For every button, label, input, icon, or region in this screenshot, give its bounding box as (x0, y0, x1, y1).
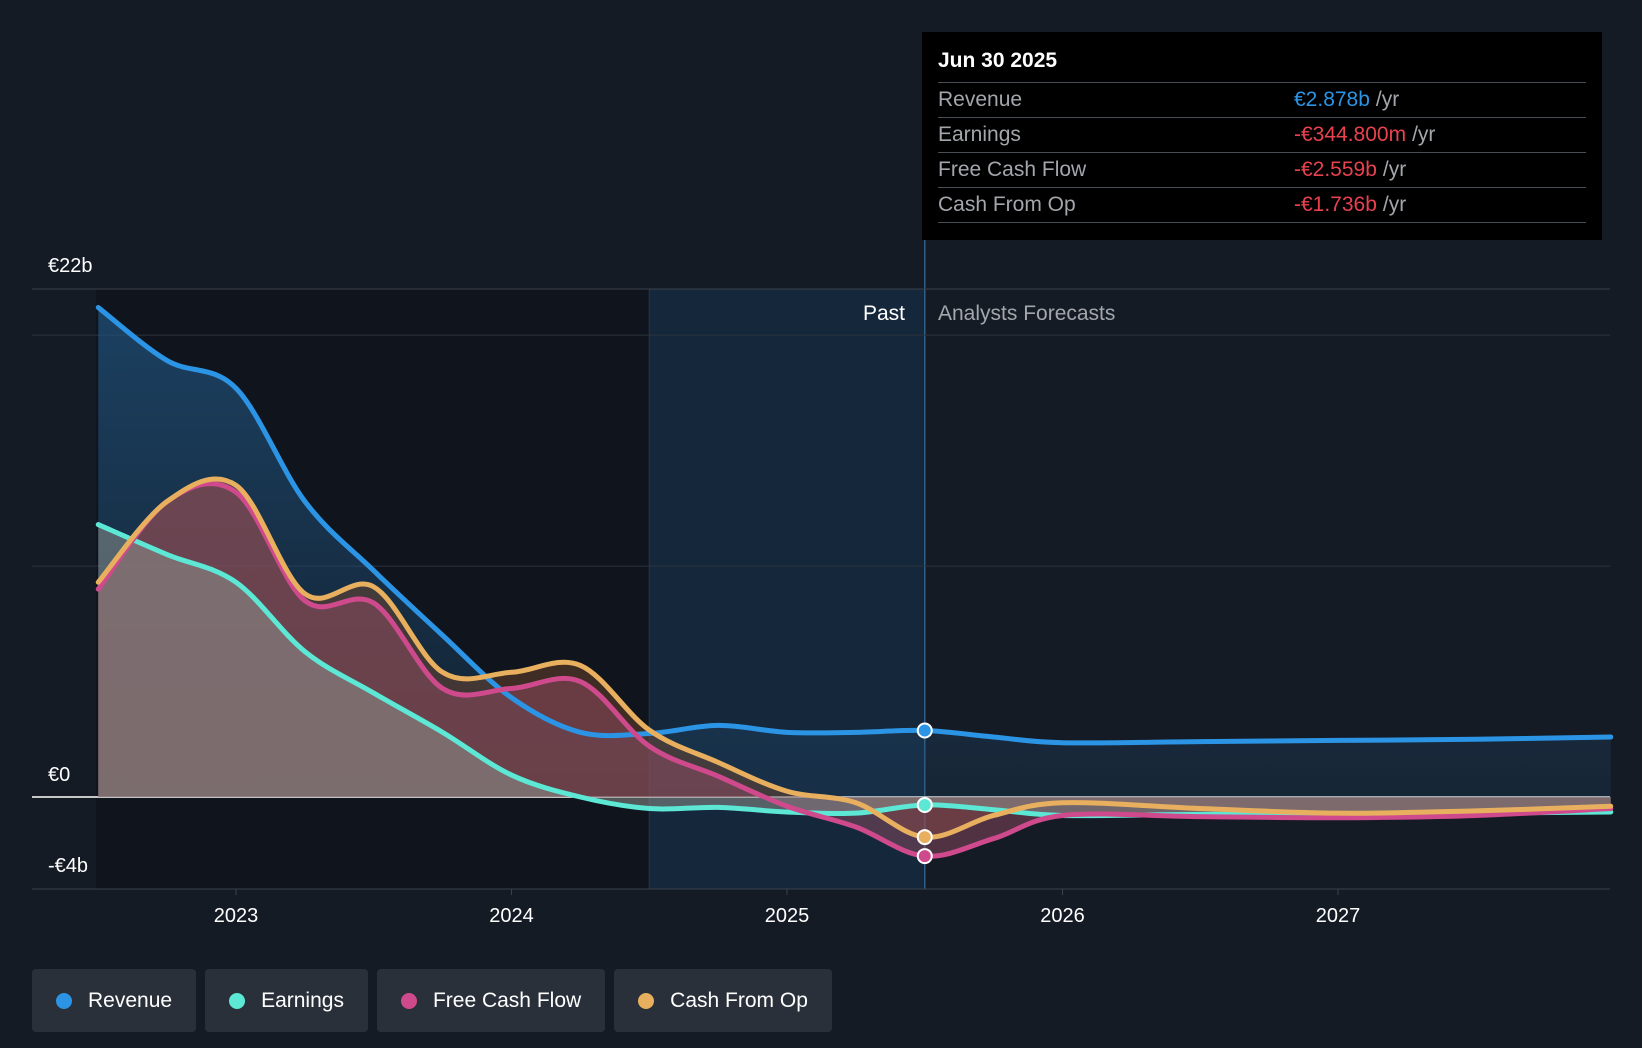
series-area-revenue (98, 307, 1611, 797)
series-line-cash-from-op (95, 476, 1614, 840)
x-tick-label: 2027 (1316, 905, 1361, 927)
legend-dot-icon (638, 992, 655, 1009)
tooltip-row-free-cash-flow: Free Cash Flow -€2.559b /yr (938, 153, 1586, 188)
marker-revenue[interactable] (916, 722, 933, 739)
legend-item-earnings[interactable]: Earnings (205, 969, 368, 1032)
x-tick-label: 2025 (765, 905, 810, 927)
y-label-bottom: -€4b (48, 855, 88, 877)
tooltip-label: Free Cash Flow (938, 158, 1087, 181)
legend-item-cash-from-op[interactable]: Cash From Op (614, 969, 832, 1032)
series-line-free-cash-flow (95, 481, 1614, 859)
tooltip-unit: /yr (1382, 158, 1407, 181)
legend: Revenue Earnings Free Cash Flow Cash Fro… (32, 969, 832, 1032)
legend-dot-icon (229, 992, 246, 1009)
x-tick-label: 2023 (214, 905, 259, 927)
forecast-label: Analysts Forecasts (938, 302, 1115, 325)
y-label-top: €22b (48, 255, 93, 277)
tooltip-unit: /yr (1375, 88, 1400, 111)
series-area-earnings (98, 524, 1611, 816)
tooltip-value: €2.878b (1294, 88, 1370, 111)
tooltip: Jun 30 2025 Revenue €2.878b /yr Earnings… (922, 32, 1602, 240)
series-line-revenue (95, 304, 1614, 746)
tooltip-label: Revenue (938, 88, 1023, 111)
x-tick-label: 2026 (1040, 905, 1085, 927)
tooltip-label: Cash From Op (938, 193, 1076, 216)
x-tick-label: 2024 (489, 905, 534, 927)
series-area-cash-from-op (98, 478, 1611, 838)
marker-cash-from-op[interactable] (916, 829, 933, 846)
y-label-zero: €0 (48, 764, 70, 786)
legend-dot-icon (56, 992, 72, 1009)
tooltip-label: Earnings (938, 123, 1021, 146)
tooltip-value: -€2.559b (1294, 158, 1377, 181)
legend-label: Earnings (261, 988, 344, 1012)
legend-label: Revenue (88, 988, 173, 1012)
tooltip-value: -€1.736b (1294, 193, 1377, 216)
tooltip-date: Jun 30 2025 (938, 46, 1586, 83)
legend-item-free-cash-flow[interactable]: Free Cash Flow (376, 969, 606, 1032)
tooltip-row-earnings: Earnings -€344.800m /yr (938, 118, 1586, 153)
past-label: Past (863, 302, 905, 325)
series-line-earnings (95, 522, 1614, 819)
legend-label: Free Cash Flow (432, 988, 582, 1012)
tooltip-value: -€344.800m (1294, 123, 1407, 146)
tooltip-unit: /yr (1412, 123, 1436, 146)
tooltip-row-revenue: Revenue €2.878b /yr (938, 83, 1586, 118)
legend-dot-icon (400, 992, 417, 1009)
tooltip-row-cash-from-op: Cash From Op -€1.736b /yr (938, 188, 1586, 223)
legend-label: Cash From Op (670, 988, 808, 1012)
marker-earnings[interactable] (916, 796, 933, 813)
tooltip-unit: /yr (1382, 193, 1407, 216)
legend-item-revenue[interactable]: Revenue (32, 969, 197, 1032)
marker-free-cash-flow[interactable] (916, 848, 933, 865)
